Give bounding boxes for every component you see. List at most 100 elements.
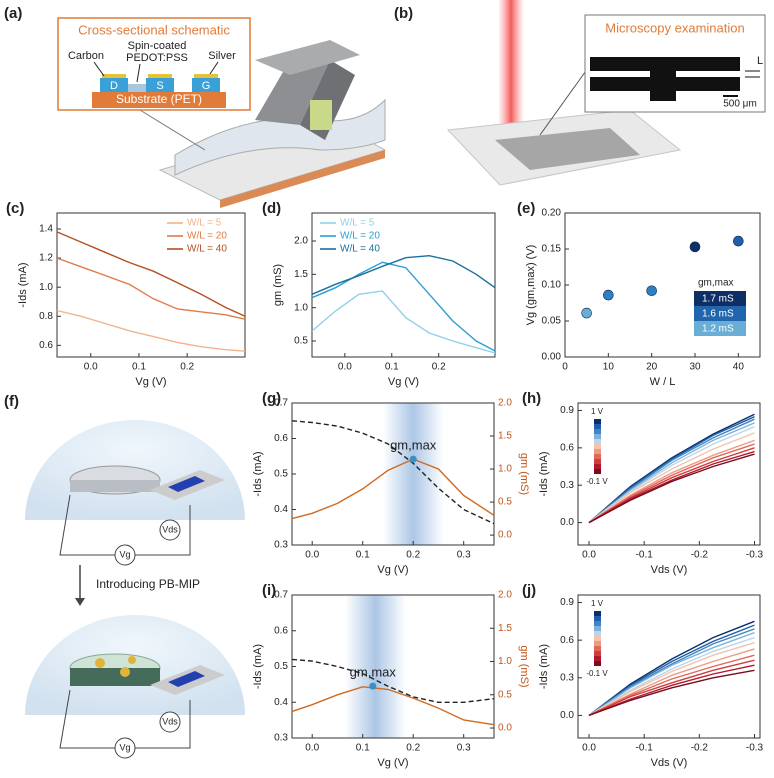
- panel-label: (c): [6, 200, 24, 217]
- y2-tick-label: 1.5: [498, 431, 512, 442]
- x-tick-label: 0.2: [180, 362, 194, 373]
- x-tick-label: 40: [733, 362, 745, 373]
- colorbar-swatch: [594, 646, 601, 651]
- x-tick-label: 0.0: [84, 362, 98, 373]
- y-tick-label: 0.05: [542, 316, 562, 327]
- source-vg: [114, 544, 136, 566]
- y-axis-title: -Ids (mA): [538, 644, 550, 689]
- panel-label: (i): [262, 582, 276, 599]
- data-line: [588, 450, 755, 524]
- y-tick-label: 0.6: [560, 635, 574, 646]
- x-tick-label: 0.0: [582, 743, 596, 754]
- arrow-head: [75, 598, 85, 606]
- y-tick-label: 1.2: [39, 253, 53, 264]
- data-line: [311, 254, 496, 295]
- legend-label: W/L = 40: [340, 244, 380, 255]
- x-tick-label: 0.3: [457, 550, 471, 561]
- source-vg: [114, 737, 136, 759]
- y-axis-title: -Ids (mA): [252, 451, 264, 496]
- data-line: [588, 636, 755, 716]
- y2-tick-label: 1.5: [498, 623, 512, 634]
- data-point: [603, 289, 614, 301]
- y-tick-label: 0.9: [560, 405, 574, 416]
- callout-line: [139, 109, 206, 151]
- silver-layer: [148, 74, 172, 78]
- callout-line: [539, 67, 589, 136]
- x-tick-label: 0.2: [406, 550, 420, 561]
- y-tick-label: 0.7: [274, 590, 288, 601]
- x-tick-label: 0: [562, 362, 568, 373]
- panel-b: (b) Microscopy examination L 500 μm: [394, 0, 766, 186]
- x-tick-label: 0.0: [305, 550, 319, 561]
- data-line: [311, 290, 496, 354]
- y-tick-label: 1.5: [294, 269, 308, 280]
- y2-axis-title: gm (mS): [518, 453, 530, 495]
- colorbar-bottom: -0.1 V: [586, 477, 608, 486]
- legend-label: W/L = 5: [340, 218, 375, 229]
- colorbar-swatch: [594, 616, 601, 621]
- electrode-label: G: [202, 80, 211, 92]
- pointer: [136, 63, 141, 83]
- colorbar-top: 1 V: [591, 407, 604, 416]
- colorbar-swatch: [594, 661, 601, 666]
- legend-label: 1.7 mS: [702, 294, 734, 305]
- source-vds: [159, 519, 181, 541]
- x-tick-label: -0.1: [636, 743, 654, 754]
- x-axis-title: Vg (V): [388, 376, 419, 388]
- sample: [310, 100, 332, 130]
- legend-swatch: [694, 291, 746, 306]
- pad-image: [650, 71, 676, 101]
- x-axis-title: Vg (V): [135, 376, 166, 388]
- panel-label: (a): [4, 5, 22, 22]
- data-line: [588, 659, 755, 717]
- film-sheet: [446, 109, 682, 186]
- y-tick-label: 2.0: [294, 236, 308, 247]
- y-tick-label: 0.8: [39, 311, 53, 322]
- pedot-label: Spin-coated: [128, 40, 187, 52]
- electrode-label: D: [110, 80, 118, 92]
- silver-layer: [102, 74, 126, 78]
- colorbar-swatch: [594, 641, 601, 646]
- x-tick-label: 0.0: [305, 743, 319, 754]
- colorbar-swatch: [594, 611, 601, 616]
- length-label: L: [757, 55, 763, 67]
- y2-tick-label: 1.0: [498, 656, 512, 667]
- y2-tick-label: 2.0: [498, 398, 512, 409]
- data-line: [311, 261, 496, 352]
- y-axis-title: -Ids (mA): [17, 262, 29, 307]
- substrate-label: Substrate (PET): [116, 92, 202, 106]
- data-line: [588, 631, 755, 716]
- data-line: [291, 458, 495, 520]
- y2-tick-label: 0.0: [498, 530, 512, 541]
- colorbar-bottom: -0.1 V: [586, 669, 608, 678]
- colorbar-swatch: [594, 429, 601, 434]
- y-tick-label: 0.10: [542, 280, 562, 291]
- colorbar-swatch: [594, 419, 601, 424]
- y-tick-label: 0.5: [274, 661, 288, 672]
- legend-label: W/L = 5: [187, 218, 222, 229]
- x-tick-label: 0.1: [385, 362, 399, 373]
- x-tick-label: 10: [603, 362, 615, 373]
- y-tick-label: 0.4: [274, 697, 288, 708]
- data-line: [291, 420, 495, 525]
- data-line: [588, 648, 755, 717]
- data-line: [291, 658, 495, 703]
- colorbar-swatch: [594, 469, 601, 474]
- x-tick-label: 0.3: [457, 743, 471, 754]
- data-line: [588, 642, 755, 717]
- y-tick-label: 1.4: [39, 224, 53, 235]
- y-tick-label: 0.00: [542, 352, 562, 363]
- y2-tick-label: 2.0: [498, 590, 512, 601]
- data-point: [689, 241, 701, 253]
- pointer: [93, 61, 105, 77]
- data-point: [581, 307, 592, 319]
- x-tick-label: 30: [689, 362, 701, 373]
- data-line: [588, 664, 755, 717]
- panel-label: (d): [262, 200, 281, 217]
- legend-swatch: [694, 321, 746, 336]
- bender-top: [255, 40, 360, 75]
- device-array: [495, 128, 640, 170]
- inset-title: Microscopy examination: [605, 20, 744, 35]
- y-tick-label: 0.6: [274, 625, 288, 636]
- data-line: [588, 624, 755, 716]
